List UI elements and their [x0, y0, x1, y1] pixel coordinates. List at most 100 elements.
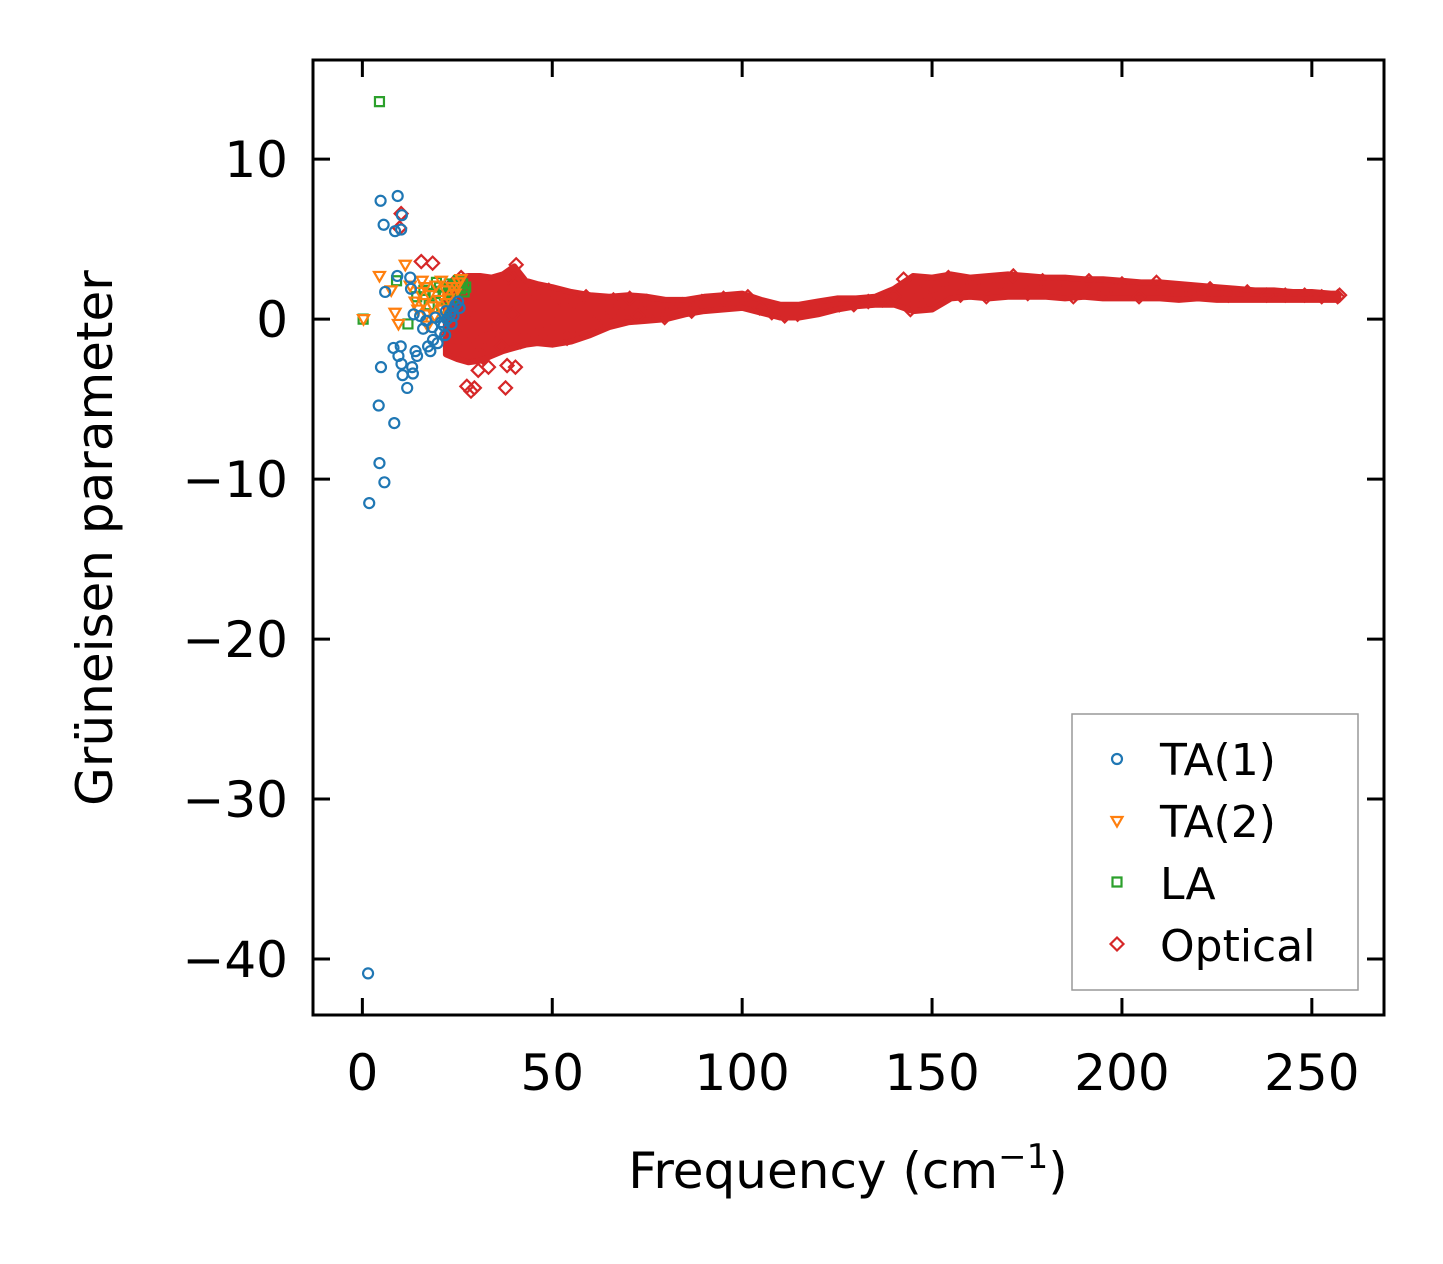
data-point — [414, 275, 430, 289]
data-point — [1296, 287, 1313, 304]
data-point — [546, 317, 563, 334]
data-point — [817, 298, 834, 315]
data-point — [564, 295, 581, 312]
data-point — [462, 383, 480, 400]
data-point — [419, 309, 434, 323]
data-point — [739, 288, 756, 305]
data-point — [1277, 287, 1294, 304]
data-point — [1113, 275, 1131, 293]
data-point — [630, 307, 647, 325]
data-point — [516, 279, 533, 296]
data-point — [391, 318, 406, 332]
data-point — [438, 285, 453, 299]
legend-marker-ta2 — [1109, 815, 1125, 829]
data-point — [388, 417, 401, 430]
data-point — [374, 361, 388, 374]
plot-frame — [311, 58, 1386, 1017]
data-point — [361, 967, 375, 980]
data-point — [373, 95, 386, 108]
data-point — [751, 299, 768, 317]
series-optical — [391, 205, 1348, 400]
data-point — [395, 209, 408, 222]
data-point — [356, 314, 371, 327]
y-tick-label: −20 — [182, 611, 288, 669]
y-tick-label: −40 — [182, 931, 288, 989]
data-point — [484, 323, 501, 340]
data-point — [789, 306, 806, 323]
data-point — [874, 291, 891, 309]
data-point — [512, 333, 529, 350]
data-point — [391, 189, 404, 203]
data-point — [578, 288, 595, 305]
data-point — [433, 275, 449, 289]
legend-label-optical: Optical — [1160, 921, 1315, 972]
data-point — [401, 381, 414, 395]
data-point — [886, 288, 903, 305]
x-tick-label: 100 — [694, 1044, 789, 1102]
data-point — [447, 309, 460, 323]
data-point — [412, 286, 428, 300]
data-point — [1183, 283, 1200, 301]
data-point — [647, 301, 665, 318]
data-point — [1005, 267, 1022, 285]
data-point — [638, 293, 655, 310]
data-point — [453, 301, 466, 315]
data-point — [470, 362, 487, 379]
data-point — [417, 282, 433, 295]
data-point — [693, 293, 710, 310]
data-point — [391, 269, 404, 283]
data-point — [776, 307, 793, 325]
data-point — [528, 287, 545, 304]
data-point — [363, 497, 376, 510]
data-point — [445, 317, 458, 331]
data-point — [424, 255, 441, 272]
data-point — [1049, 277, 1066, 294]
legend-marker-optical — [1108, 935, 1126, 953]
data-point — [508, 256, 525, 273]
data-point — [1130, 288, 1148, 305]
data-point — [674, 296, 691, 313]
data-point — [1220, 287, 1237, 304]
data-point — [379, 285, 392, 299]
data-point — [952, 287, 969, 304]
data-point — [470, 335, 487, 352]
data-point — [404, 271, 417, 284]
data-point — [372, 399, 385, 412]
data-point — [493, 338, 510, 355]
data-point — [803, 301, 820, 318]
data-point — [453, 274, 469, 287]
data-point — [727, 293, 744, 310]
data-point — [571, 323, 588, 340]
legend-label-ta1: TA(1) — [1159, 735, 1276, 786]
data-point — [445, 343, 462, 360]
data-point — [378, 476, 391, 489]
data-point — [499, 357, 516, 374]
data-point — [377, 218, 390, 231]
data-point — [425, 301, 441, 315]
data-point — [406, 361, 419, 374]
data-point — [417, 322, 430, 335]
data-point — [1202, 280, 1219, 297]
data-point — [1080, 272, 1097, 289]
data-point — [500, 269, 517, 286]
data-point — [940, 269, 957, 286]
data-point — [902, 301, 919, 318]
data-point — [504, 306, 521, 323]
legend-label-ta2: TA(2) — [1159, 797, 1276, 848]
data-point — [584, 314, 601, 331]
data-point — [397, 259, 413, 273]
data-point — [477, 277, 494, 294]
data-point — [656, 309, 673, 326]
data-point — [475, 349, 492, 366]
legend-box — [1071, 713, 1359, 991]
x-axis-label: Frequency (cm−1) — [628, 1137, 1068, 1200]
data-point — [605, 291, 622, 309]
data-point — [409, 345, 422, 358]
data-point — [507, 359, 524, 376]
data-point — [992, 274, 1009, 291]
data-point — [920, 290, 937, 307]
data-point — [895, 271, 912, 288]
